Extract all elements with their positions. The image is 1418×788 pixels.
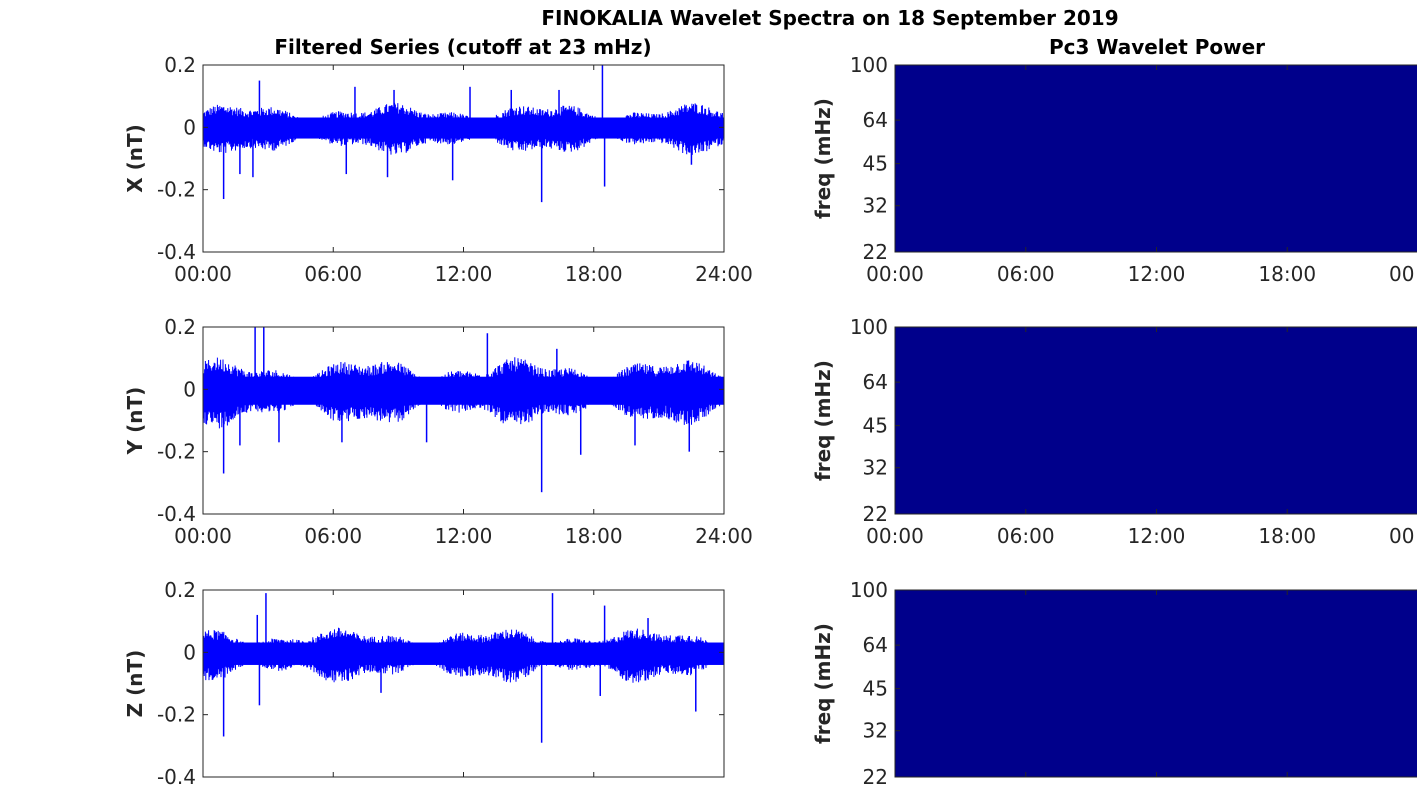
power-map <box>895 590 1417 777</box>
y-tick-label: 32 <box>863 456 888 480</box>
y-tick-label: 22 <box>863 240 888 264</box>
subplots: 0.20-0.2-0.400:00 06:00 12:00 18:00 24:00X (… <box>123 53 1417 788</box>
series-panel-3: 0.2 0 -0.2 -0.4 Z (nT) <box>123 578 725 788</box>
y-tick-label: 0 <box>183 640 196 664</box>
power-map <box>895 327 1417 514</box>
x-tick-label: 18:00 <box>565 262 623 286</box>
y-axis-label: Z (nT) <box>123 650 147 718</box>
y-tick-label: 100 <box>850 53 888 77</box>
y-tick-label: 0.2 <box>164 315 196 339</box>
x-tick-label: 18:00 <box>1258 524 1316 548</box>
series-panel-2: 0.2 0 -0.2 -0.400:00 06:00 12:00 18:00 24:00 Y (… <box>123 315 753 548</box>
y-tick-label: -0.4 <box>157 240 196 264</box>
series-panel-1: 0.2 0 -0.2 -0.400:00 06:00 12:00 18:00 24:00 X (… <box>123 53 753 286</box>
y-tick-label: 45 <box>863 414 888 438</box>
y-axis-label: freq (mHz) <box>811 623 835 744</box>
y-tick-label: 22 <box>863 502 888 526</box>
y-axis-label: Y (nT) <box>123 387 147 456</box>
signal-core <box>203 376 724 405</box>
x-tick-label: 06:00 <box>997 262 1055 286</box>
x-tick-label: 12:00 <box>435 262 493 286</box>
x-tick-label: 00:00 <box>866 524 924 548</box>
plot-area <box>203 590 724 777</box>
x-tick-label: 06:00 <box>304 262 362 286</box>
x-tick-label: 18:00 <box>1258 262 1316 286</box>
y-tick-label: 100 <box>850 578 888 602</box>
left-column-title: Filtered Series (cutoff at 23 mHz) <box>274 35 651 59</box>
x-tick-label: 24:00 <box>695 262 753 286</box>
right-column-title: Pc3 Wavelet Power <box>1049 35 1265 59</box>
y-tick-label: 32 <box>863 719 888 743</box>
plot-area <box>203 327 724 514</box>
y-tick-label: 100 <box>850 315 888 339</box>
x-tick-label: 12:00 <box>1128 524 1186 548</box>
y-tick-label: -0.2 <box>157 703 196 727</box>
x-tick-label: 24:00 <box>695 524 753 548</box>
power-map <box>895 65 1417 252</box>
x-tick-label: 00:00 <box>174 524 232 548</box>
x-tick-label: 00:00 <box>174 262 232 286</box>
y-tick-label: 0 <box>183 377 196 401</box>
y-tick-label: 0.2 <box>164 578 196 602</box>
x-tick-label: 00 <box>1389 524 1414 548</box>
y-tick-label: 45 <box>863 152 888 176</box>
signal-core <box>203 117 724 139</box>
plot-area <box>203 65 724 252</box>
y-tick-label: -0.2 <box>157 440 196 464</box>
x-tick-label: 12:00 <box>1128 262 1186 286</box>
y-axis-label: X (nT) <box>123 124 147 193</box>
y-tick-label: 64 <box>863 633 888 657</box>
x-tick-label: 18:00 <box>565 524 623 548</box>
y-axis-label: freq (mHz) <box>811 360 835 481</box>
y-tick-label: 32 <box>863 194 888 218</box>
signal-core <box>203 642 724 665</box>
x-tick-label: 00 <box>1389 262 1414 286</box>
y-tick-label: 0 <box>183 115 196 139</box>
x-tick-label: 12:00 <box>435 524 493 548</box>
y-tick-label: -0.4 <box>157 765 196 788</box>
figure-title: FINOKALIA Wavelet Spectra on 18 Septembe… <box>541 6 1118 30</box>
x-tick-label: 06:00 <box>997 524 1055 548</box>
y-axis-label: freq (mHz) <box>811 98 835 219</box>
y-tick-label: 0.2 <box>164 53 196 77</box>
y-tick-label: 64 <box>863 108 888 132</box>
y-tick-label: 64 <box>863 370 888 394</box>
y-tick-label: -0.2 <box>157 178 196 202</box>
x-tick-label: 06:00 <box>304 524 362 548</box>
y-tick-label: 45 <box>863 677 888 701</box>
x-tick-label: 00:00 <box>866 262 924 286</box>
y-tick-label: 22 <box>863 765 888 788</box>
y-tick-label: -0.4 <box>157 502 196 526</box>
wavelet-panel-3: 100 64 45 32 22 freq (mHz) <box>811 578 1417 788</box>
